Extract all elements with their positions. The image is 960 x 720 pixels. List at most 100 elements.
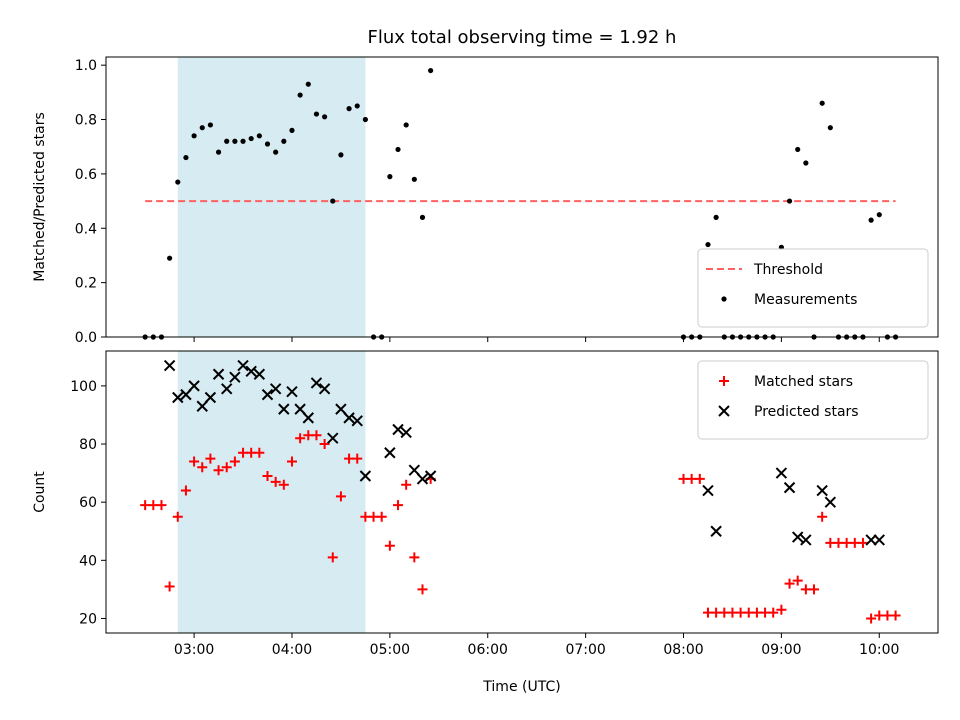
measurement-point bbox=[346, 106, 352, 112]
legend-measurement-marker bbox=[721, 296, 727, 302]
measurement-point bbox=[803, 160, 809, 166]
matched-star-point bbox=[213, 465, 224, 476]
predicted-star-point bbox=[310, 377, 323, 389]
matched-star-point bbox=[205, 453, 216, 464]
measurement-point bbox=[281, 138, 287, 144]
predicted-star-point bbox=[800, 534, 812, 546]
measurement-point bbox=[827, 125, 833, 131]
measurement-point bbox=[175, 179, 181, 185]
matched-star-point bbox=[401, 479, 412, 490]
predicted-star-point bbox=[824, 496, 837, 508]
matched-star-point bbox=[254, 447, 265, 458]
predicted-star-point bbox=[188, 380, 200, 392]
measurement-point bbox=[354, 103, 360, 109]
legend: Threshold Measurements bbox=[697, 248, 929, 328]
matched-star-point bbox=[262, 471, 273, 482]
matched-star-point bbox=[286, 456, 297, 467]
predicted-star-point bbox=[392, 423, 404, 436]
top-panel: 0.0 0.2 0.4 0.6 0.8 1.0 Matched/Predicted star… bbox=[32, 56, 939, 346]
bottom-panel: 20 40 60 80 100 03:00 04:00 05:00 06:00 07:00 08:0… bbox=[32, 350, 939, 658]
series-matched-stars bbox=[140, 430, 901, 624]
predicted-star-point bbox=[384, 447, 396, 459]
x-tick-label: 08:00 bbox=[663, 642, 703, 658]
measurement-point bbox=[240, 138, 246, 144]
predicted-star-point bbox=[253, 368, 266, 380]
y-axis-label: Matched/Predicted stars bbox=[32, 112, 48, 282]
predicted-star-point bbox=[791, 531, 804, 543]
matched-star-point bbox=[890, 610, 901, 621]
measurement-point bbox=[395, 146, 401, 153]
measurement-point bbox=[713, 214, 719, 220]
predicted-star-point bbox=[172, 391, 184, 404]
measurement-point bbox=[273, 149, 279, 155]
y-tick-label: 100 bbox=[70, 379, 97, 395]
predicted-star-point bbox=[408, 464, 421, 476]
predicted-star-point bbox=[237, 359, 249, 372]
matched-star-point bbox=[172, 511, 183, 522]
y-tick-label: 80 bbox=[79, 437, 97, 453]
measurement-point bbox=[403, 122, 409, 128]
predicted-star-point bbox=[196, 400, 208, 412]
matched-star-point bbox=[327, 552, 338, 563]
matched-star-point bbox=[352, 453, 363, 464]
matched-star-point bbox=[694, 473, 705, 484]
observing-window-shade bbox=[177, 57, 366, 337]
measurement-point bbox=[868, 217, 874, 223]
x-tick-label: 04:00 bbox=[272, 642, 312, 658]
y-tick-label: 0.0 bbox=[75, 330, 97, 346]
predicted-star-point bbox=[245, 365, 257, 378]
predicted-star-point bbox=[816, 484, 828, 497]
predicted-star-point bbox=[163, 359, 176, 372]
matched-star-point bbox=[784, 578, 795, 589]
axes-frame bbox=[105, 350, 939, 634]
predicted-star-point bbox=[416, 473, 429, 485]
measurement-point bbox=[305, 81, 311, 87]
matched-star-point bbox=[384, 540, 395, 551]
x-tick-label: 09:00 bbox=[761, 642, 801, 658]
predicted-star-point bbox=[783, 481, 796, 494]
series-measurements bbox=[142, 67, 899, 340]
legend-label: Matched stars bbox=[754, 374, 853, 390]
predicted-star-point bbox=[286, 385, 298, 398]
y-tick-label: 60 bbox=[79, 495, 97, 511]
matched-star-point bbox=[278, 479, 289, 490]
predicted-star-point bbox=[261, 388, 274, 401]
matched-star-point bbox=[295, 433, 306, 444]
measurement-point bbox=[248, 135, 254, 142]
measurement-point bbox=[419, 214, 426, 220]
measurement-point bbox=[362, 116, 368, 123]
predicted-star-point bbox=[775, 467, 788, 479]
measurement-point bbox=[199, 125, 205, 131]
matched-star-point bbox=[809, 584, 820, 595]
series-predicted-stars bbox=[163, 359, 885, 546]
predicted-star-point bbox=[327, 432, 339, 444]
predicted-star-point bbox=[424, 470, 437, 482]
x-tick-label: 06:00 bbox=[468, 642, 508, 658]
measurement-point bbox=[338, 152, 344, 158]
matched-star-point bbox=[866, 613, 877, 624]
predicted-star-point bbox=[180, 388, 192, 401]
predicted-star-point bbox=[269, 383, 282, 395]
predicted-star-point bbox=[221, 383, 233, 395]
matched-star-point bbox=[319, 439, 330, 450]
matched-star-point bbox=[229, 456, 240, 467]
y-tick-label: 0.6 bbox=[75, 167, 97, 183]
measurement-point bbox=[264, 141, 271, 147]
predicted-star-point bbox=[229, 371, 241, 383]
matched-star-point bbox=[393, 500, 404, 511]
predicted-star-point bbox=[359, 470, 372, 482]
predicted-star-point bbox=[702, 484, 714, 497]
measurement-point bbox=[289, 127, 295, 133]
matched-star-point bbox=[768, 607, 779, 618]
predicted-star-point bbox=[873, 534, 885, 546]
y-tick-label: 20 bbox=[79, 611, 97, 627]
matched-star-point bbox=[817, 511, 828, 522]
legend-label: Threshold bbox=[753, 262, 823, 278]
x-axis-label: Time (UTC) bbox=[482, 679, 560, 695]
matched-star-point bbox=[857, 537, 868, 548]
x-tick-label: 05:00 bbox=[370, 642, 410, 658]
measurement-point bbox=[876, 212, 882, 218]
measurement-point bbox=[705, 241, 711, 248]
y-tick-label: 1.0 bbox=[75, 58, 97, 74]
